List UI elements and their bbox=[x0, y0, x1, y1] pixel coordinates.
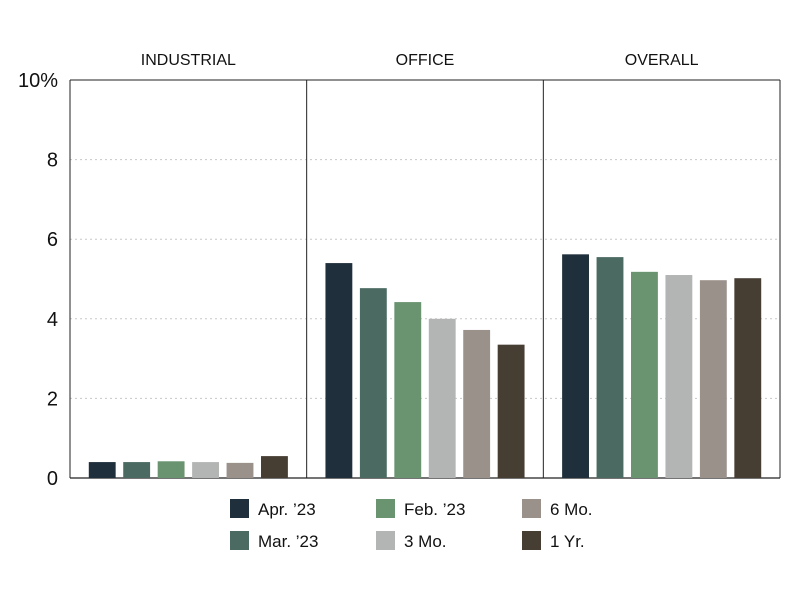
legend-label: 1 Yr. bbox=[550, 532, 585, 551]
bar bbox=[497, 344, 525, 478]
bars bbox=[88, 254, 762, 478]
bar bbox=[734, 278, 762, 478]
bar bbox=[192, 462, 219, 478]
panel-title: OVERALL bbox=[625, 52, 699, 69]
bar bbox=[359, 288, 387, 478]
legend-swatch bbox=[522, 531, 541, 550]
y-tick-label: 2 bbox=[47, 388, 58, 410]
panel-title: INDUSTRIAL bbox=[141, 52, 236, 69]
bar bbox=[631, 271, 658, 478]
bar bbox=[596, 257, 624, 478]
bar bbox=[226, 462, 254, 478]
legend-label: 6 Mo. bbox=[550, 500, 593, 519]
bar bbox=[428, 318, 456, 478]
legend-swatch bbox=[376, 499, 395, 518]
bar bbox=[261, 456, 288, 478]
legend: Apr. ’23 Mar. ’23 Feb. ’23 3 Mo. 6 Mo. 1 Yr. bbox=[230, 499, 593, 551]
bar bbox=[463, 329, 491, 478]
y-tick-label: 0 bbox=[47, 468, 58, 490]
bar bbox=[562, 254, 589, 478]
legend-label: Mar. ’23 bbox=[258, 532, 318, 551]
y-tick-label: 4 bbox=[47, 309, 58, 331]
panels: INDUSTRIAL OFFICE OVERALL bbox=[69, 52, 781, 479]
bar bbox=[665, 275, 693, 478]
legend-label: Apr. ’23 bbox=[258, 500, 316, 519]
grid-lines bbox=[70, 159, 780, 399]
panel-title: OFFICE bbox=[396, 52, 455, 69]
y-tick-label: 8 bbox=[47, 150, 58, 172]
bar bbox=[325, 263, 353, 478]
legend-swatch bbox=[230, 531, 249, 550]
bar bbox=[394, 302, 422, 478]
y-axis: 0 2 4 6 8 10% bbox=[18, 70, 58, 490]
bar bbox=[699, 280, 727, 478]
bar bbox=[157, 461, 185, 478]
legend-label: 3 Mo. bbox=[404, 532, 447, 551]
legend-swatch bbox=[230, 499, 249, 518]
y-tick-label: 10% bbox=[18, 70, 58, 92]
legend-swatch bbox=[522, 499, 541, 518]
bar bbox=[123, 462, 151, 478]
y-tick-label: 6 bbox=[47, 229, 58, 251]
legend-swatch bbox=[376, 531, 395, 550]
bar bbox=[88, 462, 116, 478]
legend-label: Feb. ’23 bbox=[404, 500, 465, 519]
